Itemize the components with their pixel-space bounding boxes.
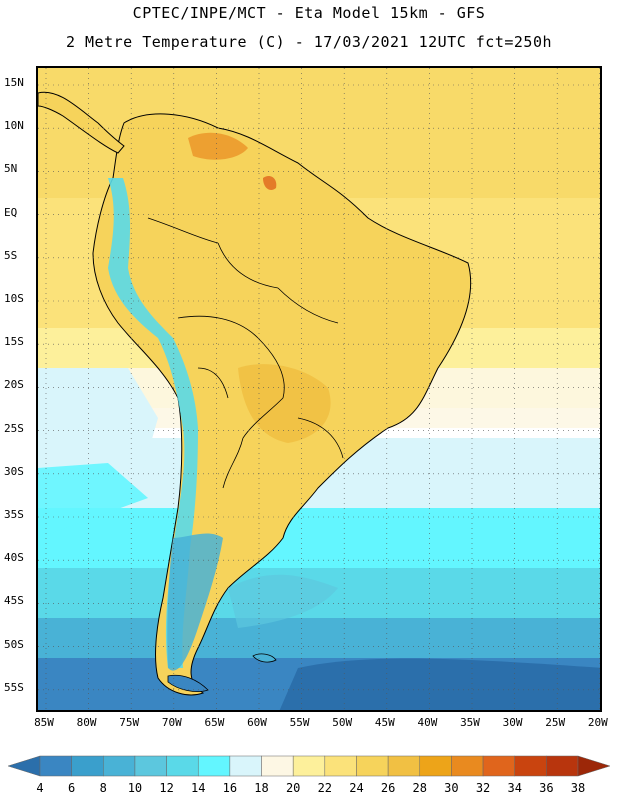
colorbar-segment xyxy=(261,755,294,777)
lon-label: 85W xyxy=(34,716,54,729)
lon-label: 75W xyxy=(119,716,140,729)
colorbar-segment xyxy=(292,755,326,777)
lon-label: 45W xyxy=(374,716,395,729)
colorbar-tick-label: 4 xyxy=(36,781,44,795)
lon-label: 35W xyxy=(460,716,480,729)
band-sky xyxy=(38,618,600,658)
lat-label: 50S xyxy=(4,637,24,651)
colorbar-tick-label: 14 xyxy=(191,781,206,795)
colorbar-arrow-low xyxy=(7,755,41,777)
colorbar-segment xyxy=(103,755,136,777)
interior-hot-region xyxy=(238,364,331,443)
colorbar-segment xyxy=(482,755,515,777)
colorbar-segment xyxy=(39,755,72,777)
colorbar-tick-label: 32 xyxy=(475,781,491,795)
tierra-del-fuego xyxy=(167,674,209,692)
colorbar-arrow-high xyxy=(577,755,611,777)
lon-label: 40W xyxy=(417,716,438,729)
colorbar-tick-label: 22 xyxy=(317,781,333,795)
colorbar-tick-label: 24 xyxy=(349,781,364,795)
colorbar-tick-label: 6 xyxy=(68,781,76,795)
south-deep-blue xyxy=(279,658,600,710)
colorbar-tick-label: 12 xyxy=(159,781,174,795)
colorbar-tick-label: 18 xyxy=(254,781,269,795)
lon-label: 55W xyxy=(289,716,310,729)
colorbar-segment xyxy=(71,755,104,777)
lat-label: EQ xyxy=(4,205,18,219)
temperature-map xyxy=(38,68,600,710)
colorbar-segment xyxy=(134,755,167,777)
colorbar-segment xyxy=(387,755,421,777)
colorbar-tick-label: 20 xyxy=(285,781,301,795)
colorbar-segment xyxy=(356,755,389,777)
patagonia-cool xyxy=(167,533,223,671)
south-atlantic-shelf xyxy=(228,574,338,628)
lon-label: 80W xyxy=(76,716,97,729)
falkland-islands xyxy=(252,653,277,663)
colorbar-tick-label: 26 xyxy=(380,781,396,795)
lon-label: 50W xyxy=(332,716,353,729)
colorbar-tick-label: 34 xyxy=(507,781,522,795)
lat-label: 15S xyxy=(4,335,24,349)
lat-label: 40S xyxy=(4,551,24,565)
colorbar-segment xyxy=(324,755,357,777)
colorbar-segment xyxy=(514,755,547,777)
map-title: CPTEC/INPE/MCT - Eta Model 15km - GFS xyxy=(132,4,486,22)
colorbar-segment xyxy=(419,755,452,777)
lat-label: 30S xyxy=(4,464,24,478)
temperature-colorbar xyxy=(7,755,611,777)
lat-label: 45S xyxy=(4,594,24,608)
map-frame xyxy=(36,66,602,712)
lon-label: 70W xyxy=(161,716,182,729)
lat-label: 55S xyxy=(4,680,24,694)
map-subtitle: 2 Metre Temperature (C) - 17/03/2021 12U… xyxy=(65,33,553,51)
lon-label: 30W xyxy=(502,716,523,729)
lon-label: 20W xyxy=(587,716,608,729)
lat-label: 5S xyxy=(4,248,18,262)
lat-label: 10N xyxy=(4,119,24,133)
colorbar-tick-label: 28 xyxy=(412,781,427,795)
colorbar-tick-label: 8 xyxy=(99,781,107,795)
band-cyan xyxy=(38,508,600,568)
colorbar-tick-label: 30 xyxy=(444,781,459,795)
colorbar-segment xyxy=(546,755,579,777)
colorbar-segment xyxy=(451,755,484,777)
north-coast-hot xyxy=(188,132,248,160)
lat-label: 20S xyxy=(4,378,24,392)
colorbar-tick-label: 10 xyxy=(127,781,143,795)
lat-label: 15N xyxy=(4,76,24,89)
colorbar-tick-label: 16 xyxy=(222,781,238,795)
lat-label: 25S xyxy=(4,421,24,435)
lat-label: 5N xyxy=(4,162,18,176)
lon-label: 25W xyxy=(545,716,566,729)
lon-label: 60W xyxy=(247,716,267,729)
colorbar-tick-label: 38 xyxy=(570,781,586,795)
central-america xyxy=(38,91,125,154)
colorbar-segment xyxy=(197,755,231,777)
colorbar-tick-label: 36 xyxy=(539,781,554,795)
lat-label: 10S xyxy=(4,292,24,305)
pacific-cyan-tongue xyxy=(38,463,148,538)
guiana-hot-spot xyxy=(263,176,277,190)
lon-label: 65W xyxy=(204,716,225,729)
lat-label: 35S xyxy=(4,508,24,521)
colorbar-segment xyxy=(166,755,199,777)
country-borders xyxy=(147,217,344,489)
colorbar-segment xyxy=(229,755,262,777)
